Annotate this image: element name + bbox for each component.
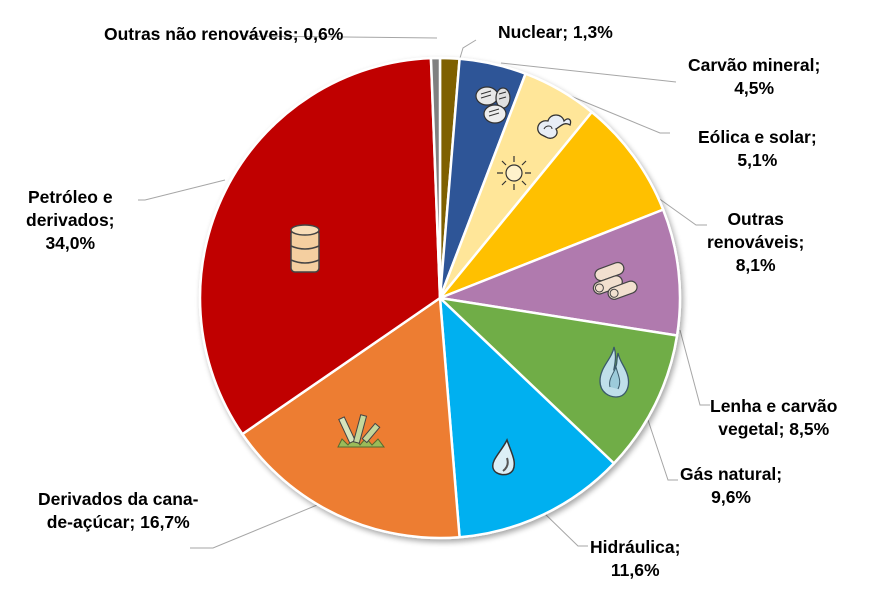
pie-slice-outras-renovaveis [438, 110, 665, 300]
pie-slice-lenha-e-carvao-vegetal [438, 208, 682, 337]
oil-barrel-icon [290, 224, 320, 273]
sugarcane-icon [337, 414, 385, 448]
flame-icon [599, 346, 630, 398]
label-carvao-mineral: Carvão mineral; 4,5% [688, 55, 821, 98]
label-lenha-carvao-vegetal: Lenha e carvão vegetal; 8,5% [710, 396, 838, 439]
label-outras-nao-renovaveis: Outras não renováveis; 0,6% [104, 24, 344, 44]
pie-slice-outras-nao-renovaveis [429, 56, 442, 300]
label-eolica-solar: Eólica e solar; 5,1% [698, 127, 817, 170]
water-drop-icon [492, 438, 516, 476]
coal-icon [475, 86, 511, 124]
pie-slice-gas-natural [438, 296, 679, 465]
label-nuclear: Nuclear; 1,3% [498, 22, 613, 42]
label-outras-renovaveis: Outras renováveis; 8,1% [707, 209, 805, 275]
firewood-icon [592, 261, 638, 300]
label-hidraulica: Hidráulica; 11,6% [590, 537, 681, 580]
leader-lines [138, 35, 710, 549]
wind-sun-icon [497, 114, 572, 190]
label-petroleo-derivados: Petróleo e derivados; 34,0% [26, 187, 115, 253]
label-derivados-cana: Derivados da cana-de-açúcar; 16,7% [38, 489, 199, 532]
pie-slice-petroleo-e-derivados [198, 56, 442, 436]
pie-slice-hidraulica [438, 296, 616, 539]
label-gas-natural: Gás natural; 9,6% [680, 464, 783, 507]
pie-slice-derivados-da-cana-de-acucar [241, 296, 461, 540]
